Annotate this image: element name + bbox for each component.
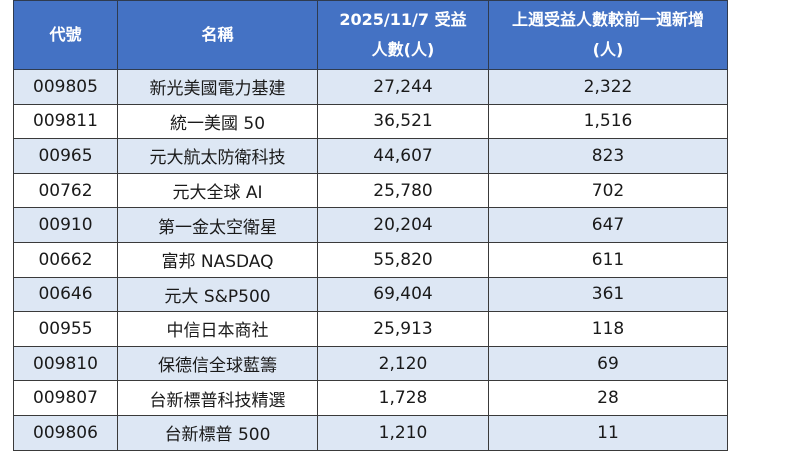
header-code: 代號: [13, 0, 118, 70]
cell-name: 保德信全球藍籌: [117, 345, 318, 382]
cell-increase: 69: [488, 345, 728, 382]
cell-name: 元大全球 AI: [117, 172, 318, 209]
table-row: 00662 富邦 NASDAQ 55,820 611: [13, 241, 728, 278]
cell-code: 009810: [13, 345, 118, 382]
cell-holders: 44,607: [317, 138, 489, 174]
cell-holders: 1,728: [317, 380, 489, 416]
header-holders: 2025/11/7 受益 人數(人): [317, 0, 489, 70]
cell-increase: 2,322: [488, 69, 728, 105]
table-row: 009806 台新標普 500 1,210 11: [13, 414, 728, 451]
cell-holders: 36,521: [317, 103, 489, 140]
cell-name: 台新標普 500: [117, 414, 318, 451]
table-row: 00910 第一金太空衛星 20,204 647: [13, 207, 728, 243]
table-row: 00955 中信日本商社 25,913 118: [13, 311, 728, 347]
table-row: 00965 元大航太防衛科技 44,607 823: [13, 138, 728, 174]
table-header: 代號 名稱 2025/11/7 受益 人數(人) 上週受益人數較前一週新增 (人…: [13, 0, 728, 70]
cell-increase: 28: [488, 380, 728, 416]
header-increase-line1: 上週受益人數較前一週新增: [511, 10, 704, 29]
cell-increase: 11: [488, 414, 728, 451]
cell-code: 00955: [13, 311, 118, 347]
cell-code: 00662: [13, 241, 118, 278]
cell-code: 00762: [13, 172, 118, 209]
cell-increase: 118: [488, 311, 728, 347]
cell-code: 00646: [13, 276, 118, 313]
cell-increase: 1,516: [488, 103, 728, 140]
cell-name: 元大 S&P500: [117, 276, 318, 313]
etf-holders-table: 代號 名稱 2025/11/7 受益 人數(人) 上週受益人數較前一週新增 (人…: [13, 0, 728, 451]
table-row: 009807 台新標普科技精選 1,728 28: [13, 380, 728, 416]
header-holders-line1: 2025/11/7 受益: [339, 10, 467, 29]
header-row: 代號 名稱 2025/11/7 受益 人數(人) 上週受益人數較前一週新增 (人…: [13, 0, 728, 70]
header-increase-line2: (人): [592, 40, 624, 59]
header-increase: 上週受益人數較前一週新增 (人): [488, 0, 728, 70]
header-holders-line2: 人數(人): [371, 40, 435, 59]
cell-code: 009806: [13, 414, 118, 451]
cell-increase: 611: [488, 241, 728, 278]
cell-holders: 55,820: [317, 241, 489, 278]
cell-code: 00910: [13, 207, 118, 243]
cell-name: 新光美國電力基建: [117, 69, 318, 105]
cell-holders: 69,404: [317, 276, 489, 313]
cell-name: 台新標普科技精選: [117, 380, 318, 416]
cell-name: 富邦 NASDAQ: [117, 241, 318, 278]
table-row: 00762 元大全球 AI 25,780 702: [13, 172, 728, 209]
table-body: 009805 新光美國電力基建 27,244 2,322 009811 統一美國…: [13, 69, 728, 451]
cell-increase: 361: [488, 276, 728, 313]
etf-holders-table-container: 代號 名稱 2025/11/7 受益 人數(人) 上週受益人數較前一週新增 (人…: [13, 0, 728, 451]
cell-holders: 27,244: [317, 69, 489, 105]
cell-holders: 2,120: [317, 345, 489, 382]
cell-name: 中信日本商社: [117, 311, 318, 347]
table-row: 00646 元大 S&P500 69,404 361: [13, 276, 728, 313]
cell-name: 第一金太空衛星: [117, 207, 318, 243]
header-name-label: 名稱: [201, 25, 234, 44]
cell-code: 009805: [13, 69, 118, 105]
cell-code: 00965: [13, 138, 118, 174]
table-row: 009805 新光美國電力基建 27,244 2,322: [13, 69, 728, 105]
cell-name: 統一美國 50: [117, 103, 318, 140]
header-name: 名稱: [117, 0, 318, 70]
cell-holders: 20,204: [317, 207, 489, 243]
cell-increase: 702: [488, 172, 728, 209]
cell-holders: 1,210: [317, 414, 489, 451]
cell-holders: 25,780: [317, 172, 489, 209]
cell-code: 009811: [13, 103, 118, 140]
cell-name: 元大航太防衛科技: [117, 138, 318, 174]
cell-increase: 823: [488, 138, 728, 174]
table-row: 009811 統一美國 50 36,521 1,516: [13, 103, 728, 140]
cell-increase: 647: [488, 207, 728, 243]
header-code-label: 代號: [49, 25, 82, 44]
cell-code: 009807: [13, 380, 118, 416]
table-row: 009810 保德信全球藍籌 2,120 69: [13, 345, 728, 382]
cell-holders: 25,913: [317, 311, 489, 347]
